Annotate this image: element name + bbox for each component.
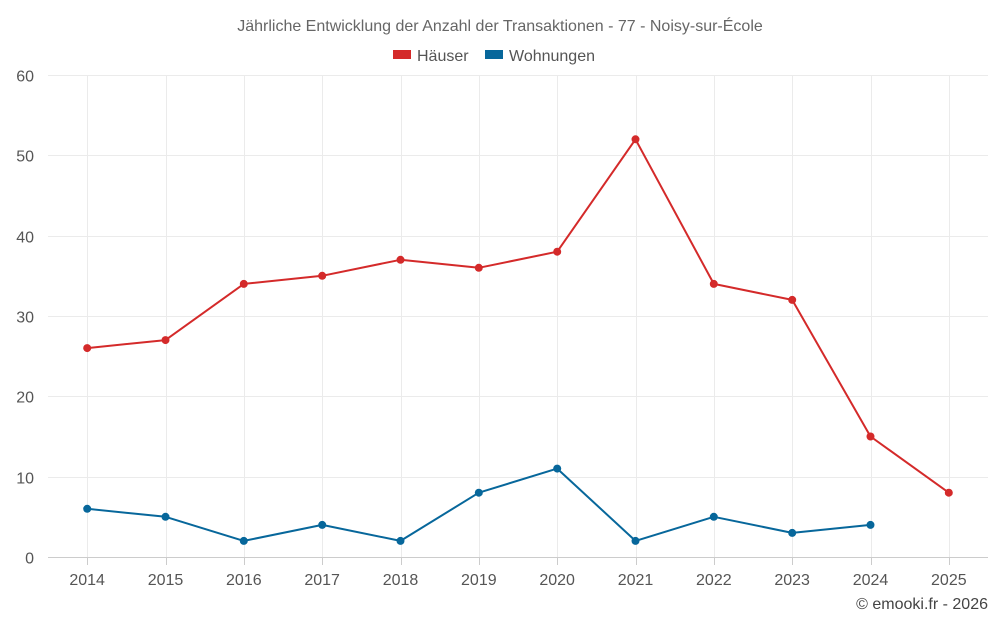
legend-label-wohnungen: Wohnungen xyxy=(509,48,595,65)
data-point-haeuser[interactable] xyxy=(553,247,562,256)
chart-title: Jährliche Entwicklung der Anzahl der Tra… xyxy=(237,16,763,35)
legend-item-haeuser[interactable]: Häuser xyxy=(393,48,469,65)
x-tick-label: 2017 xyxy=(304,572,340,589)
y-axis-ticks: 0 10 20 30 40 50 60 xyxy=(16,69,34,568)
x-tick-label: 2021 xyxy=(618,572,654,589)
y-tick-label: 10 xyxy=(16,471,34,488)
data-point-wohnungen[interactable] xyxy=(239,536,248,545)
data-point-wohnungen[interactable] xyxy=(161,512,170,521)
data-point-haeuser[interactable] xyxy=(318,271,327,280)
y-tick-label: 20 xyxy=(16,390,34,407)
legend-swatch-wohnungen xyxy=(485,50,503,59)
data-point-haeuser[interactable] xyxy=(239,279,248,288)
data-point-haeuser[interactable] xyxy=(944,488,953,497)
x-gridlines xyxy=(87,75,950,557)
y-tick-label: 40 xyxy=(16,230,34,247)
x-tick-label: 2014 xyxy=(69,572,105,589)
data-point-wohnungen[interactable] xyxy=(631,536,640,545)
data-point-wohnungen[interactable] xyxy=(318,520,327,529)
x-axis-ticks: 2014 2015 2016 2017 2018 2019 2020 2021 2022 2023… xyxy=(69,557,967,589)
series-line-haeuser xyxy=(87,138,950,494)
legend-swatch-haeuser xyxy=(393,50,411,59)
legend-item-wohnungen[interactable]: Wohnungen xyxy=(485,48,595,65)
credit-text: © emooki.fr - 2026 xyxy=(856,596,988,613)
data-point-haeuser[interactable] xyxy=(396,255,405,264)
series-line-wohnungen xyxy=(87,467,871,542)
y-tick-label: 60 xyxy=(16,69,34,86)
x-tick-label: 2019 xyxy=(461,572,497,589)
data-point-haeuser[interactable] xyxy=(709,279,718,288)
x-tick-label: 2025 xyxy=(931,572,967,589)
data-point-wohnungen[interactable] xyxy=(396,536,405,545)
x-tick-label: 2015 xyxy=(148,572,184,589)
data-point-haeuser[interactable] xyxy=(788,295,797,304)
x-tick-label: 2023 xyxy=(774,572,810,589)
data-point-haeuser[interactable] xyxy=(474,263,483,272)
data-point-wohnungen[interactable] xyxy=(83,504,92,513)
data-point-wohnungen[interactable] xyxy=(866,520,875,529)
data-point-haeuser[interactable] xyxy=(161,336,170,345)
y-tick-label: 0 xyxy=(25,551,34,568)
y-gridlines xyxy=(48,75,988,478)
legend: Häuser Wohnungen xyxy=(393,48,595,65)
data-point-haeuser[interactable] xyxy=(631,135,640,144)
legend-label-haeuser: Häuser xyxy=(417,48,469,65)
data-point-haeuser[interactable] xyxy=(83,344,92,353)
y-tick-label: 50 xyxy=(16,149,34,166)
x-tick-label: 2018 xyxy=(383,572,419,589)
x-tick-label: 2016 xyxy=(226,572,262,589)
x-tick-label: 2020 xyxy=(539,572,575,589)
x-tick-label: 2022 xyxy=(696,572,732,589)
data-point-haeuser[interactable] xyxy=(866,432,875,441)
x-tick-label: 2024 xyxy=(853,572,889,589)
data-point-wohnungen[interactable] xyxy=(709,512,718,521)
data-point-wohnungen[interactable] xyxy=(474,488,483,497)
series-group xyxy=(83,135,953,545)
data-point-wohnungen[interactable] xyxy=(553,464,562,473)
data-point-wohnungen[interactable] xyxy=(788,528,797,537)
y-tick-label: 30 xyxy=(16,310,34,327)
